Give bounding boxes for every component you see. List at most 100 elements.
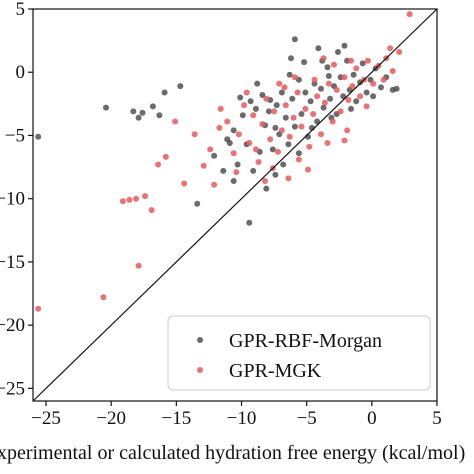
y-tick-label: −5: [5, 125, 25, 146]
legend-marker-gpr-rbf-morgan: [197, 337, 203, 343]
point-gpr-mgk: [298, 123, 305, 130]
point-gpr-mgk: [271, 108, 278, 115]
legend-label-gpr-mgk: GPR-MGK: [229, 360, 322, 382]
point-gpr-rbf-morgan: [286, 71, 293, 78]
point-gpr-rbf-morgan: [254, 80, 261, 87]
point-gpr-mgk: [348, 57, 354, 64]
point-gpr-mgk: [217, 105, 224, 112]
point-gpr-mgk: [133, 195, 139, 202]
point-gpr-mgk: [324, 140, 331, 146]
point-gpr-rbf-morgan: [302, 89, 309, 96]
point-gpr-mgk: [325, 80, 332, 87]
point-gpr-mgk: [363, 103, 370, 110]
point-gpr-mgk: [142, 193, 149, 200]
point-gpr-mgk: [291, 74, 298, 81]
point-gpr-rbf-morgan: [314, 118, 321, 125]
x-axis-ticks: −25 −20 −15 −10 −5 0 5: [31, 401, 442, 429]
y-tick-label: −25: [0, 378, 25, 399]
x-tick-label: −20: [96, 408, 126, 429]
point-gpr-mgk: [396, 49, 403, 55]
point-gpr-mgk: [155, 161, 162, 168]
legend-box: [167, 315, 431, 391]
point-gpr-rbf-morgan: [378, 84, 384, 91]
point-gpr-rbf-morgan: [259, 92, 266, 98]
point-gpr-mgk: [310, 111, 317, 117]
point-gpr-rbf-morgan: [288, 55, 294, 62]
point-gpr-rbf-morgan: [285, 141, 292, 148]
point-gpr-rbf-morgan: [289, 95, 296, 102]
point-gpr-mgk: [344, 127, 351, 134]
point-gpr-mgk: [243, 89, 250, 96]
point-gpr-mgk: [286, 133, 293, 140]
point-gpr-mgk: [259, 121, 266, 128]
point-gpr-rbf-morgan: [353, 98, 360, 105]
data-points: [35, 11, 413, 312]
point-gpr-rbf-morgan: [272, 171, 279, 178]
point-gpr-mgk: [119, 198, 126, 205]
y-tick-label: 0: [16, 62, 26, 83]
point-gpr-rbf-morgan: [393, 85, 400, 92]
point-gpr-rbf-morgan: [318, 85, 324, 92]
point-gpr-mgk: [135, 262, 142, 269]
point-gpr-mgk: [349, 83, 356, 90]
point-gpr-mgk: [278, 127, 285, 134]
point-gpr-rbf-morgan: [350, 71, 357, 78]
point-gpr-mgk: [357, 93, 364, 100]
point-gpr-mgk: [126, 196, 133, 203]
legend: GPR-RBF-Morgan GPR-MGK: [167, 315, 431, 391]
point-gpr-rbf-morgan: [194, 200, 201, 207]
point-gpr-mgk: [275, 148, 281, 155]
point-gpr-rbf-morgan: [315, 45, 322, 52]
y-tick-label: −10: [0, 189, 25, 210]
point-gpr-mgk: [281, 84, 288, 91]
point-gpr-rbf-morgan: [307, 98, 314, 105]
point-gpr-rbf-morgan: [301, 59, 308, 66]
point-gpr-rbf-morgan: [135, 114, 142, 121]
y-tick-label: −20: [0, 315, 25, 336]
point-gpr-mgk: [337, 108, 344, 115]
x-tick-label: −25: [31, 408, 61, 429]
point-gpr-mgk: [406, 11, 413, 18]
point-gpr-rbf-morgan: [246, 219, 253, 226]
point-gpr-mgk: [211, 181, 218, 188]
legend-label-gpr-rbf-morgan: GPR-RBF-Morgan: [229, 330, 382, 352]
point-gpr-mgk: [294, 89, 301, 96]
point-gpr-mgk: [285, 175, 292, 182]
point-gpr-mgk: [255, 159, 262, 165]
point-gpr-rbf-morgan: [139, 109, 146, 116]
point-gpr-mgk: [311, 76, 318, 83]
x-tick-label: −5: [297, 408, 317, 429]
point-gpr-mgk: [200, 162, 207, 169]
point-gpr-rbf-morgan: [359, 60, 366, 67]
point-gpr-rbf-morgan: [177, 83, 184, 90]
point-gpr-rbf-morgan: [263, 185, 270, 192]
point-gpr-mgk: [191, 131, 198, 138]
point-gpr-rbf-morgan: [220, 167, 227, 174]
point-gpr-rbf-morgan: [103, 104, 109, 111]
point-gpr-mgk: [341, 74, 348, 81]
point-gpr-mgk: [282, 102, 289, 109]
point-gpr-rbf-morgan: [282, 114, 289, 121]
point-gpr-mgk: [364, 57, 371, 64]
point-gpr-mgk: [216, 124, 223, 131]
point-gpr-rbf-morgan: [320, 104, 327, 111]
point-gpr-rbf-morgan: [341, 42, 348, 49]
point-gpr-mgk: [306, 143, 313, 150]
point-gpr-mgk: [252, 146, 259, 153]
point-gpr-rbf-morgan: [348, 105, 354, 112]
legend-marker-gpr-mgk: [197, 367, 203, 373]
point-gpr-mgk: [305, 166, 311, 173]
point-gpr-rbf-morgan: [272, 124, 279, 131]
point-gpr-mgk: [331, 61, 337, 68]
point-gpr-mgk: [380, 76, 387, 83]
point-gpr-rbf-morgan: [269, 146, 276, 153]
point-gpr-mgk: [181, 180, 188, 187]
point-gpr-rbf-morgan: [224, 136, 231, 143]
point-gpr-mgk: [341, 137, 348, 144]
point-gpr-rbf-morgan: [211, 152, 218, 159]
point-gpr-rbf-morgan: [363, 89, 370, 96]
x-axis-label: Experimental or calculated hydration fre…: [0, 442, 465, 464]
point-gpr-mgk: [329, 118, 336, 125]
point-gpr-mgk: [230, 150, 237, 157]
